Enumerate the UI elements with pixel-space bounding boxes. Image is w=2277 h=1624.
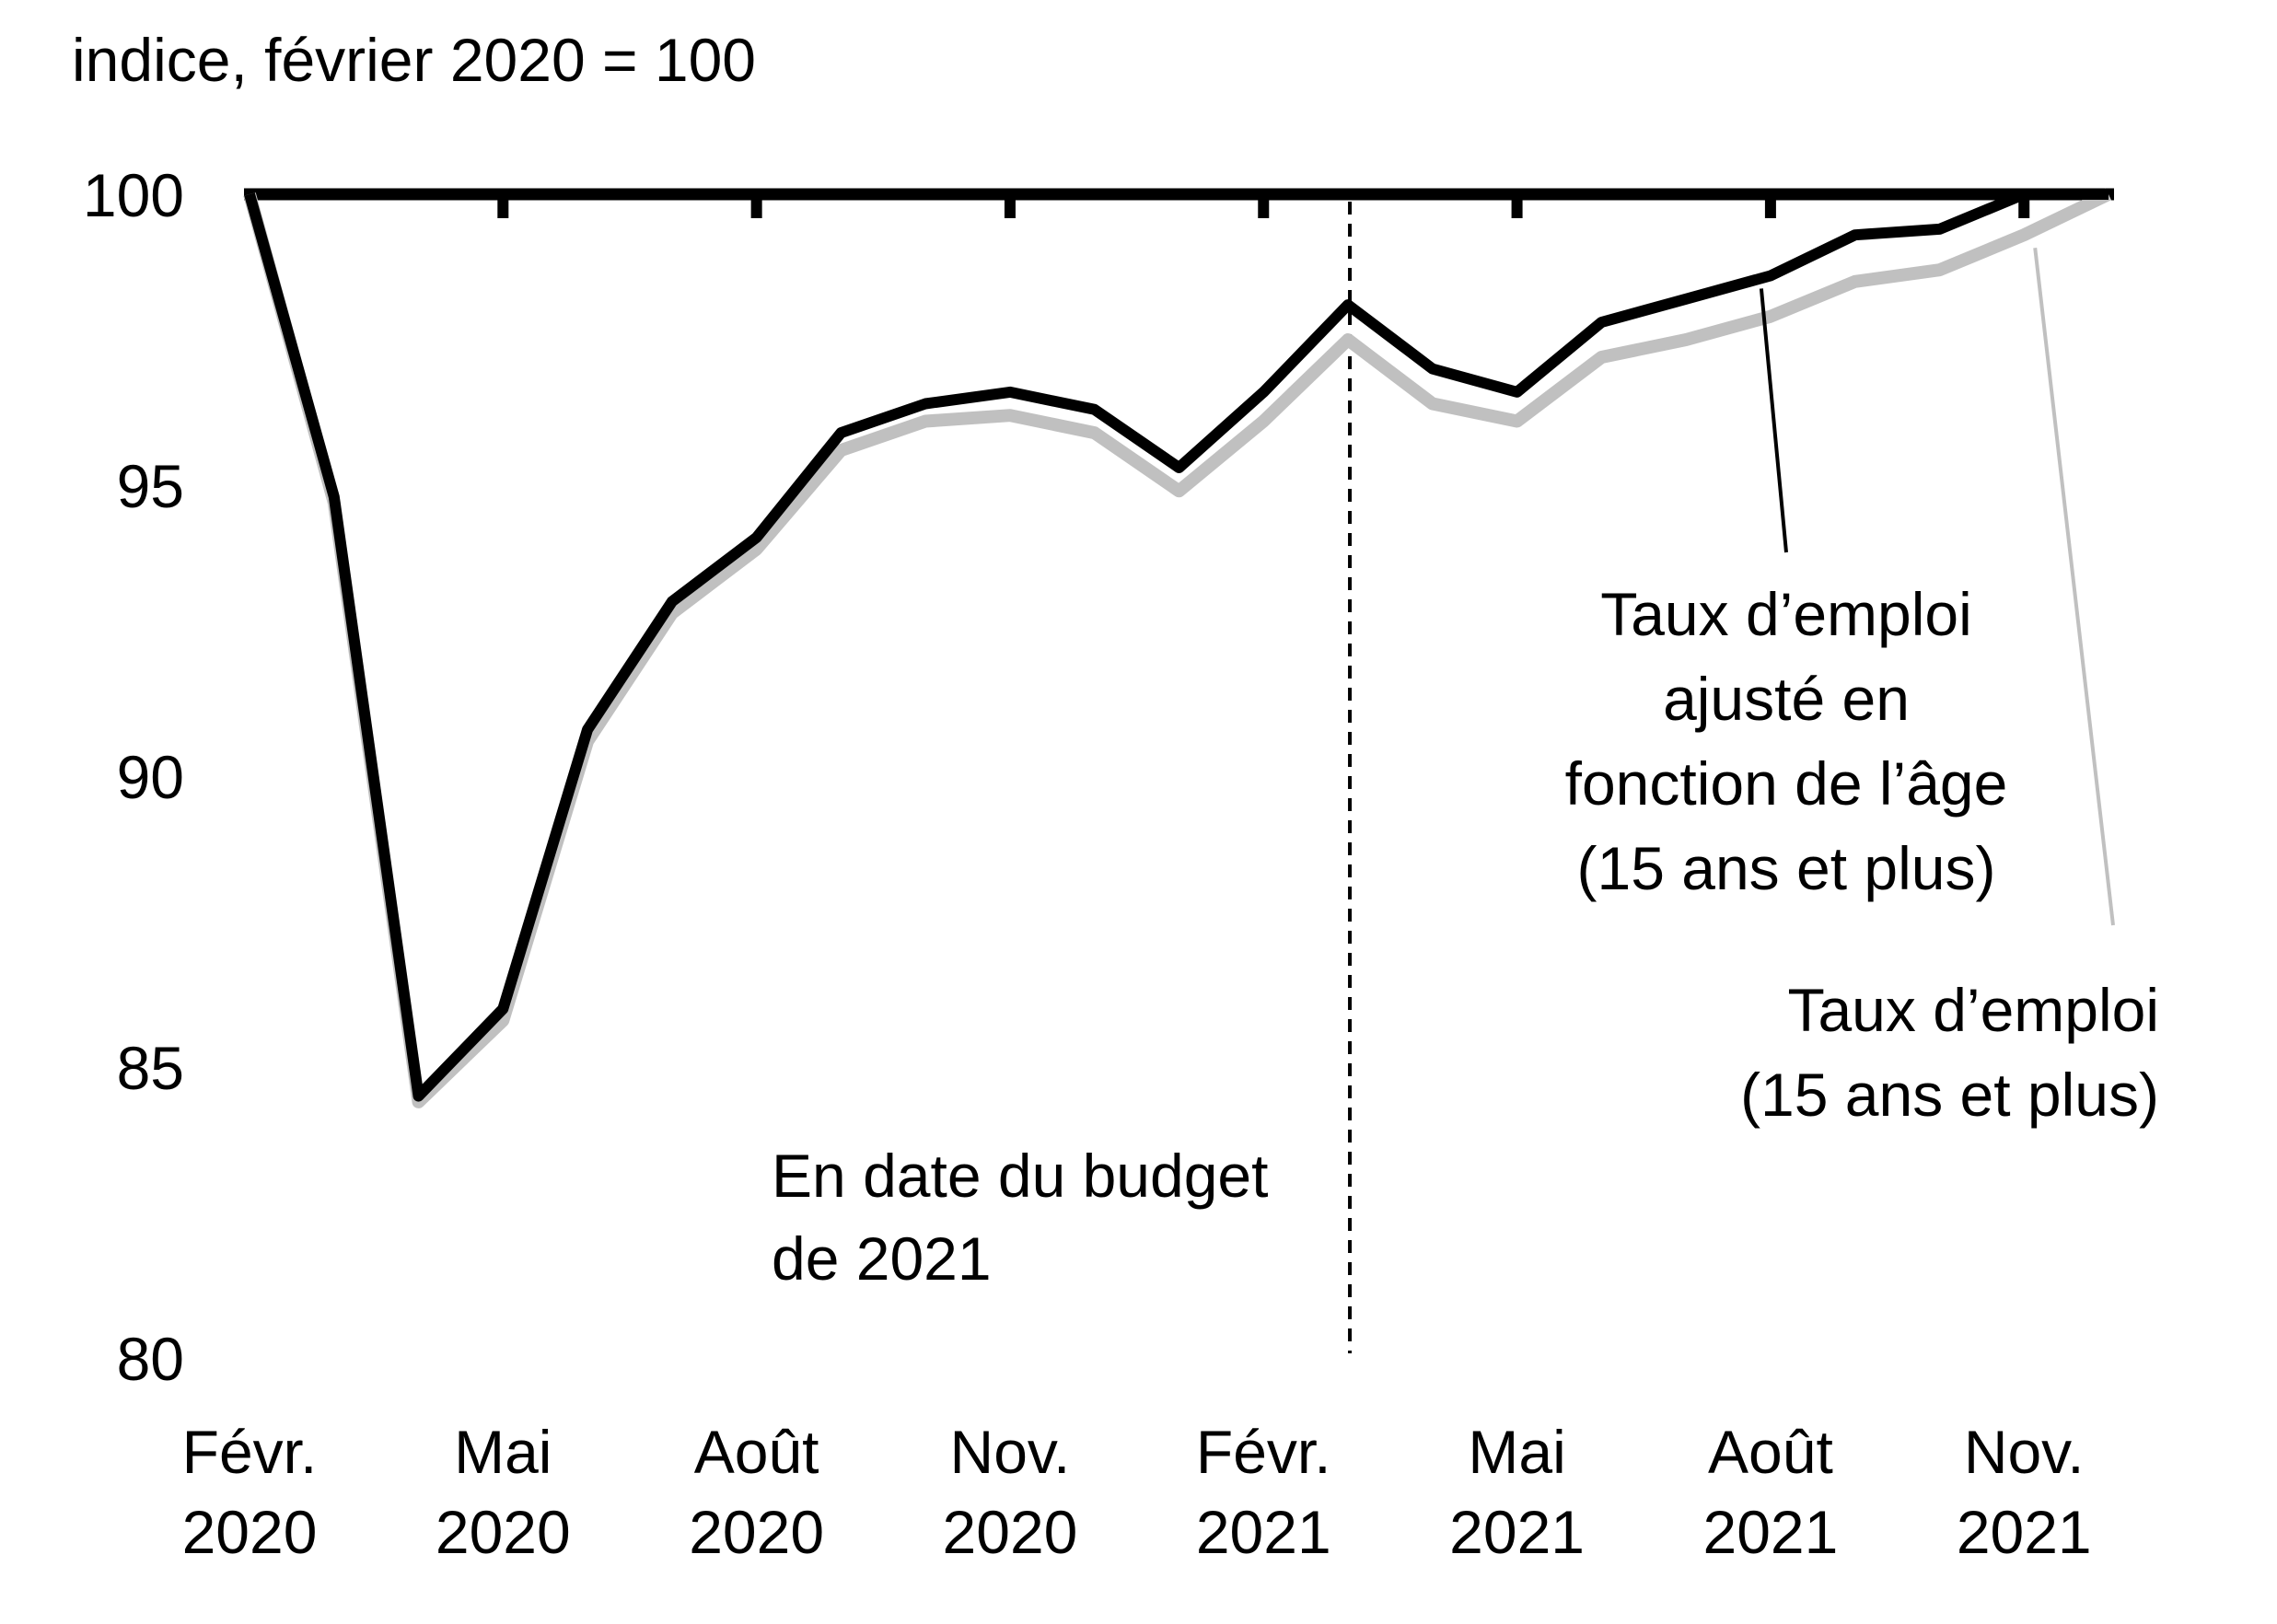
x-tick-label-year: 2021 — [1449, 1498, 1585, 1566]
x-tick-label-year: 2020 — [436, 1498, 571, 1566]
y-tick-labels: 80 85 90 95 100 — [83, 161, 184, 1393]
x-tick-labels: Févr. 2020 Mai 2020 Août 2020 Nov. 2020 Févr. 202… — [182, 1418, 2092, 1566]
x-tick-label-month: Févr. — [182, 1418, 318, 1486]
series-label-line: ajusté en — [1663, 665, 1910, 733]
y-tick-label: 80 — [117, 1325, 184, 1393]
leader-line-age-adjusted — [1759, 288, 1788, 553]
x-tick-label-month: Mai — [1468, 1418, 1565, 1486]
annotation-text-line: En date du budget — [772, 1142, 1268, 1210]
series-label-line: Taux d’emploi — [1787, 976, 2159, 1044]
x-tick-label-year: 2020 — [689, 1498, 824, 1566]
x-tick-label-month: Mai — [454, 1418, 552, 1486]
y-tick-label: 85 — [117, 1034, 184, 1102]
x-tick-label-month: Nov. — [950, 1418, 1071, 1486]
x-tick-label-year: 2020 — [182, 1498, 318, 1566]
series-label-line: fonction de l’âge — [1565, 749, 2008, 818]
series-label-line: Taux d’emploi — [1600, 580, 1972, 648]
y-tick-label: 90 — [117, 743, 184, 811]
x-tick-label-month: Août — [694, 1418, 819, 1486]
series-label-age-adjusted-employment-rate: Taux d’emploi ajusté en fonction de l’âge (… — [1565, 580, 2008, 902]
x-tick-label-year: 2020 — [943, 1498, 1078, 1566]
x-tick-marks — [497, 194, 2030, 218]
x-tick-label-year: 2021 — [1702, 1498, 1838, 1566]
x-tick-label-month: Févr. — [1196, 1418, 1331, 1486]
x-tick-label-month: Août — [1708, 1418, 1833, 1486]
x-tick-label-year: 2021 — [1957, 1498, 2092, 1566]
series-label-employment-rate: Taux d’emploi (15 ans et plus) — [1740, 976, 2159, 1129]
annotation-text-line: de 2021 — [772, 1224, 992, 1293]
leader-line-employment-rate — [2033, 248, 2115, 926]
series-label-line: (15 ans et plus) — [1740, 1061, 2159, 1129]
x-tick-label-month: Nov. — [1964, 1418, 2085, 1486]
budget-annotation-label: En date du budget de 2021 — [772, 1142, 1268, 1293]
y-axis-title: indice, février 2020 = 100 — [72, 26, 756, 94]
series-line-age-adjusted-employment-rate — [244, 189, 2109, 1102]
series-label-line: (15 ans et plus) — [1577, 834, 1996, 902]
y-tick-label: 95 — [117, 452, 184, 520]
x-tick-label-year: 2021 — [1196, 1498, 1331, 1566]
y-tick-label: 100 — [83, 161, 184, 229]
